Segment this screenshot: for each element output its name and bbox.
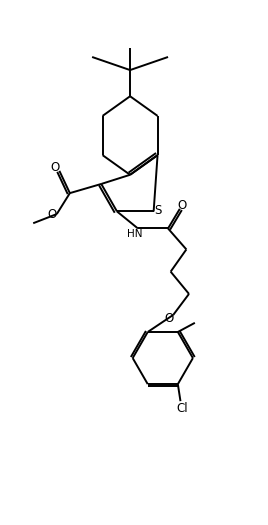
Text: O: O: [178, 199, 187, 212]
Text: S: S: [155, 204, 162, 217]
Text: Cl: Cl: [176, 402, 188, 415]
Text: O: O: [164, 312, 173, 326]
Text: O: O: [47, 207, 56, 220]
Text: O: O: [51, 161, 60, 174]
Text: HN: HN: [127, 229, 143, 239]
